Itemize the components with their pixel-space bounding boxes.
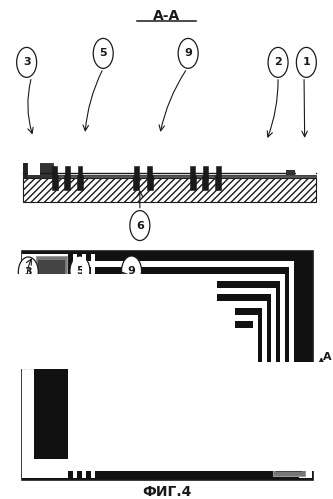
Bar [64,175,70,190]
Bar [22,251,313,480]
Bar [23,175,316,178]
Bar [65,166,70,175]
Text: 9: 9 [184,48,192,58]
Circle shape [178,38,198,68]
Circle shape [18,257,38,287]
Bar [118,328,249,403]
Circle shape [130,211,150,241]
Circle shape [133,402,153,432]
Bar [190,175,196,190]
Bar [202,175,208,190]
Bar [133,175,139,190]
Bar [77,267,289,464]
Bar [68,362,333,471]
Bar [22,254,69,273]
Bar [147,166,152,175]
Bar [23,178,316,202]
Bar [22,254,34,478]
Bar [299,391,312,478]
Bar [86,281,280,451]
Bar [36,256,67,296]
Bar [0,328,253,367]
Bar [68,254,298,478]
Bar [113,321,253,410]
Bar [215,175,221,190]
Bar [0,301,235,368]
Text: 6: 6 [136,221,144,231]
Text: А: А [2,352,10,362]
Circle shape [70,256,90,286]
Text: 1: 1 [302,57,310,67]
Bar [38,260,65,292]
Circle shape [268,47,288,77]
Circle shape [11,294,31,324]
Bar [82,254,86,478]
Bar [147,175,153,190]
Bar [77,175,83,190]
Bar [286,170,295,175]
Bar [216,166,220,175]
Bar [190,166,195,175]
Bar [28,163,40,175]
Bar [91,288,276,444]
Bar [104,364,333,417]
Circle shape [93,38,113,68]
Bar [0,274,217,369]
Bar [203,166,208,175]
Text: 9: 9 [128,266,136,276]
Text: А: А [323,352,332,362]
Bar [122,335,244,397]
Circle shape [296,47,316,77]
Bar [276,445,302,472]
Circle shape [17,47,37,77]
Bar [296,172,316,175]
Bar [82,274,285,457]
Bar [52,175,58,190]
Bar [273,441,305,476]
Bar [86,363,333,444]
Text: 5: 5 [76,266,84,276]
Bar [134,166,139,175]
Text: ФИГ.4: ФИГ.4 [142,485,191,499]
Bar [78,166,82,175]
Bar [100,301,267,430]
Bar [95,294,271,437]
Bar [52,166,57,175]
Text: 3: 3 [23,57,30,67]
Bar [22,459,69,478]
Bar [23,163,53,178]
Bar [73,254,77,478]
Bar [34,277,69,459]
Text: 4: 4 [17,304,25,314]
Text: А-А: А-А [153,9,180,23]
Bar [68,254,298,478]
Text: 3: 3 [25,267,32,277]
Text: 5: 5 [100,48,107,58]
Bar [73,261,294,471]
Bar [109,315,258,417]
Circle shape [122,256,142,286]
Bar [104,308,262,424]
Bar [91,254,95,478]
Bar [23,163,27,178]
Text: 2: 2 [274,57,282,67]
Text: 5: 5 [140,412,147,422]
